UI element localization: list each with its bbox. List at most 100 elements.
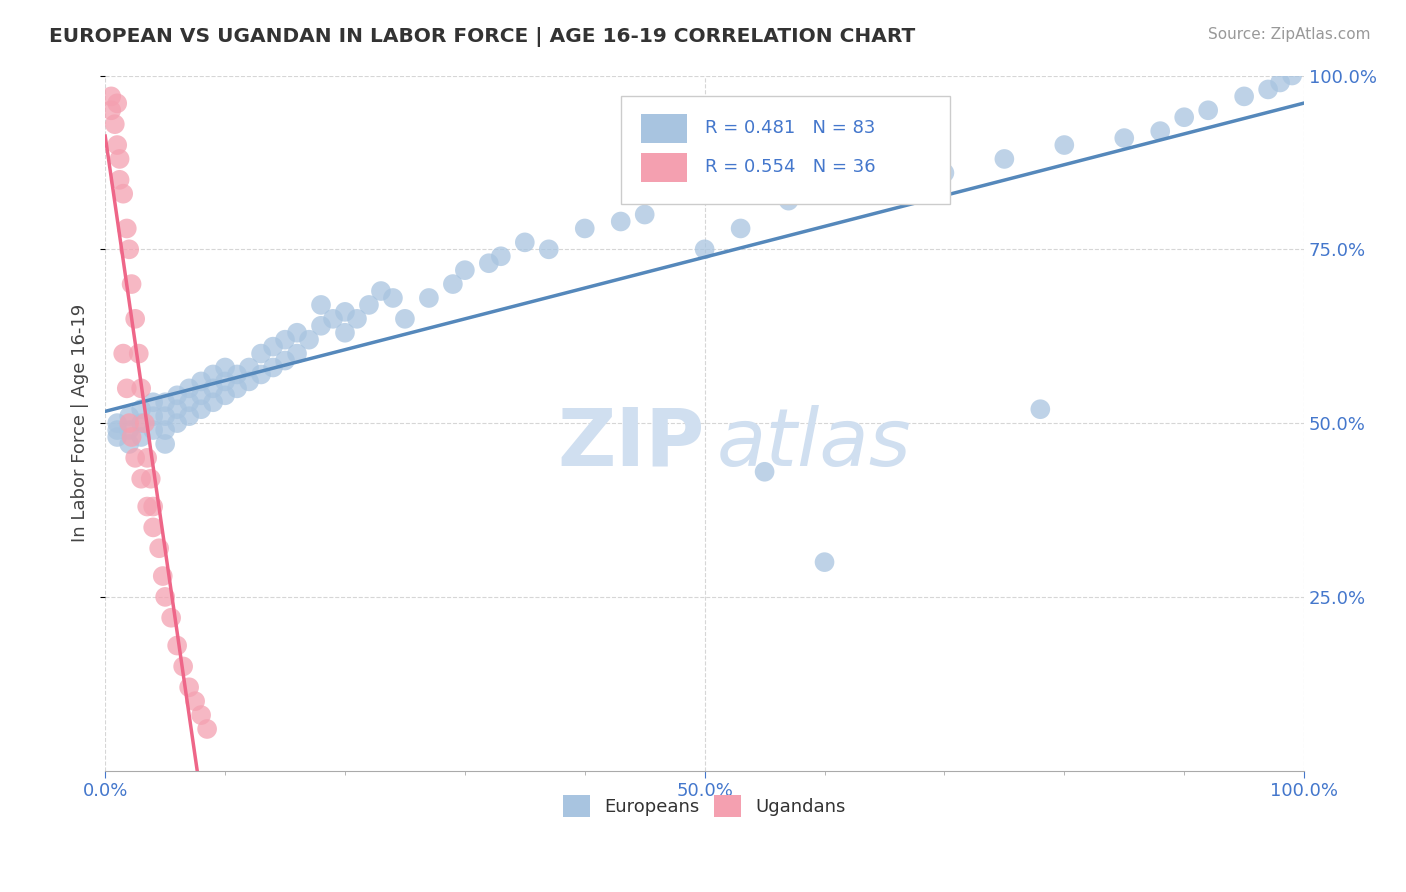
Point — [1173, 110, 1195, 124]
Point — [115, 381, 138, 395]
Point — [160, 611, 183, 625]
Point — [693, 242, 716, 256]
Point — [139, 472, 162, 486]
Point — [298, 333, 321, 347]
Point — [214, 388, 236, 402]
Point — [108, 173, 131, 187]
Point — [873, 173, 896, 187]
Point — [121, 277, 143, 291]
Point — [105, 430, 128, 444]
Text: Source: ZipAtlas.com: Source: ZipAtlas.com — [1208, 27, 1371, 42]
Point — [142, 409, 165, 424]
Point — [202, 381, 225, 395]
Point — [118, 416, 141, 430]
Point — [1149, 124, 1171, 138]
Point — [993, 152, 1015, 166]
Point — [309, 298, 332, 312]
Point — [250, 346, 273, 360]
Text: atlas: atlas — [717, 405, 911, 483]
Point — [394, 311, 416, 326]
Point — [813, 555, 835, 569]
Bar — [641, 153, 686, 182]
Point — [118, 423, 141, 437]
Point — [153, 395, 176, 409]
Point — [153, 423, 176, 437]
Point — [202, 395, 225, 409]
Point — [214, 360, 236, 375]
Point — [1114, 131, 1136, 145]
Bar — [641, 114, 686, 143]
Point — [1268, 75, 1291, 89]
Point — [118, 437, 141, 451]
Point — [754, 465, 776, 479]
Point — [730, 221, 752, 235]
Point — [441, 277, 464, 291]
Point — [179, 395, 201, 409]
Point — [134, 416, 156, 430]
Point — [1281, 69, 1303, 83]
Point — [153, 437, 176, 451]
Point — [262, 340, 284, 354]
Point — [142, 395, 165, 409]
Point — [152, 569, 174, 583]
Point — [609, 214, 631, 228]
Point — [124, 450, 146, 465]
Point — [142, 423, 165, 437]
Point — [778, 194, 800, 208]
Text: ZIP: ZIP — [557, 405, 704, 483]
Point — [172, 659, 194, 673]
Point — [121, 430, 143, 444]
Point — [142, 500, 165, 514]
Point — [537, 242, 560, 256]
Point — [166, 639, 188, 653]
Point — [129, 381, 152, 395]
Point — [849, 186, 872, 201]
Point — [190, 402, 212, 417]
Point — [226, 368, 249, 382]
Point — [1029, 402, 1052, 417]
Point — [129, 416, 152, 430]
Point — [489, 249, 512, 263]
Point — [105, 416, 128, 430]
Text: EUROPEAN VS UGANDAN IN LABOR FORCE | AGE 16-19 CORRELATION CHART: EUROPEAN VS UGANDAN IN LABOR FORCE | AGE… — [49, 27, 915, 46]
Text: R = 0.554   N = 36: R = 0.554 N = 36 — [704, 158, 876, 177]
Point — [128, 346, 150, 360]
Point — [418, 291, 440, 305]
Point — [634, 208, 657, 222]
Point — [136, 500, 159, 514]
Point — [454, 263, 477, 277]
Point — [118, 409, 141, 424]
Point — [190, 375, 212, 389]
Point — [112, 346, 135, 360]
FancyBboxPatch shape — [620, 96, 950, 204]
Point — [142, 520, 165, 534]
Point — [195, 722, 218, 736]
Point — [346, 311, 368, 326]
Point — [285, 326, 308, 340]
Point — [322, 311, 344, 326]
Point — [238, 360, 260, 375]
Point — [190, 708, 212, 723]
Point — [274, 353, 297, 368]
Point — [124, 311, 146, 326]
Point — [105, 96, 128, 111]
Y-axis label: In Labor Force | Age 16-19: In Labor Force | Age 16-19 — [72, 304, 89, 542]
Point — [1197, 103, 1219, 118]
Point — [1257, 82, 1279, 96]
Point — [136, 450, 159, 465]
Point — [214, 375, 236, 389]
Point — [202, 368, 225, 382]
Point — [357, 298, 380, 312]
Point — [179, 680, 201, 694]
Point — [112, 186, 135, 201]
Point — [262, 360, 284, 375]
Point — [226, 381, 249, 395]
Point — [190, 388, 212, 402]
Point — [333, 305, 356, 319]
Point — [153, 590, 176, 604]
Point — [100, 103, 122, 118]
Point — [179, 381, 201, 395]
Point — [129, 402, 152, 417]
Text: R = 0.481   N = 83: R = 0.481 N = 83 — [704, 120, 875, 137]
Legend: Europeans, Ugandans: Europeans, Ugandans — [555, 788, 853, 824]
